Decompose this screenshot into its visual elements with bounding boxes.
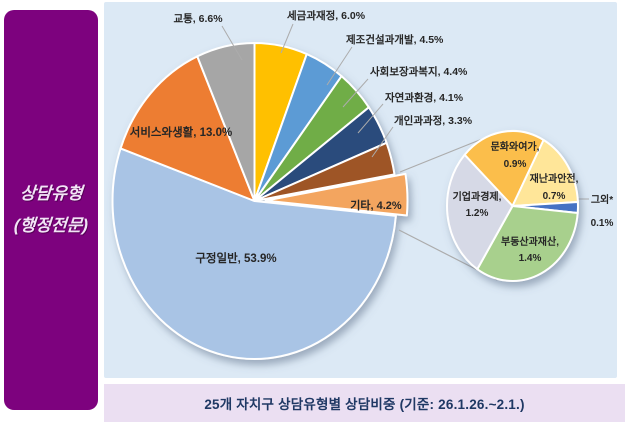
outside-label-교통: 교통, 6.6% [173,13,223,25]
main-pie-slice-교통 [196,42,256,202]
label-leader-line [371,126,394,158]
sidebar-category-banner: 상담유형 (행정전문) [4,10,98,410]
sidebar-title-line1: 상담유형 [19,183,83,203]
caption-text: 25개 자치구 상담유형별 상담비중 (기준: 26.1.26.~2.1.) [204,397,525,412]
sidebar-title-line2: (행정전문) [13,216,89,235]
secondary-label-기업과경제-value: 1.2% [466,208,489,219]
secondary-label-재난과안전-name: 재난과안전, [530,172,579,185]
secondary-label-그외*-value: 0.1% [591,218,614,229]
secondary-pie [446,130,579,282]
outside-label-개인과과정: 개인과과정, 3.3% [394,114,473,127]
secondary-label-재난과안전-value: 0.7% [543,191,566,202]
secondary-label-그외*-name: 그외* [591,194,613,206]
inside-label-서비스와생활: 서비스와생활, 13.0% [130,125,232,139]
main-pie-slice-구정일반 [111,147,397,360]
outside-label-자연과환경: 자연과환경, 4.1% [385,91,464,104]
secondary-label-기업과경제-name: 기업과경제, [453,190,502,203]
main-pie [111,42,409,360]
caption-bar: 25개 자치구 상담유형별 상담비중 (기준: 26.1.26.~2.1.) [104,384,625,422]
secondary-label-부동산과재산-name: 부동산과재산, [501,235,559,248]
data-labels: 교통, 6.6% 세금과재정, 6.0% 제조건설과개발, 4.5% 사회보장과복지,… [130,9,614,265]
label-leader-line [342,78,369,108]
label-leader-line [221,25,243,61]
main-pie-slice-기타 [264,172,409,217]
outside-label-제조건설과개발: 제조건설과개발, 4.5% [346,33,444,46]
inside-label-구정일반: 구정일반, 53.9% [195,251,276,265]
connector-and-leader-lines [221,23,589,281]
secondary-label-문화와여가-name: 문화와여가, [491,140,540,153]
label-leader-line [326,46,353,86]
inside-label-기타: 기타, 4.2% [350,198,402,212]
secondary-pie-slice-문화와여가 [463,130,545,207]
secondary-pie-slice-재난과안전 [511,138,579,207]
label-leader-line [280,23,294,54]
secondary-label-부동산과재산-value: 1.4% [519,253,542,264]
secondary-label-문화와여가-value: 0.9% [504,159,527,170]
label-leader-line [357,103,384,134]
secondary-pie-slice-기업과경제 [446,153,514,271]
pie-of-pie-chart-panel: 교통, 6.6% 세금과재정, 6.0% 제조건설과개발, 4.5% 사회보장과복지,… [104,2,617,378]
main-pie-slice-개인과과정 [253,141,396,202]
main-pie-slice-서비스와생활 [119,55,256,202]
pie-of-pie-chart: 교통, 6.6% 세금과재정, 6.0% 제조건설과개발, 4.5% 사회보장과복지,… [111,9,614,360]
outside-label-세금과재정: 세금과재정, 6.0% [287,9,366,22]
outside-label-사회보장과복지: 사회보장과복지, 4.4% [370,65,468,78]
